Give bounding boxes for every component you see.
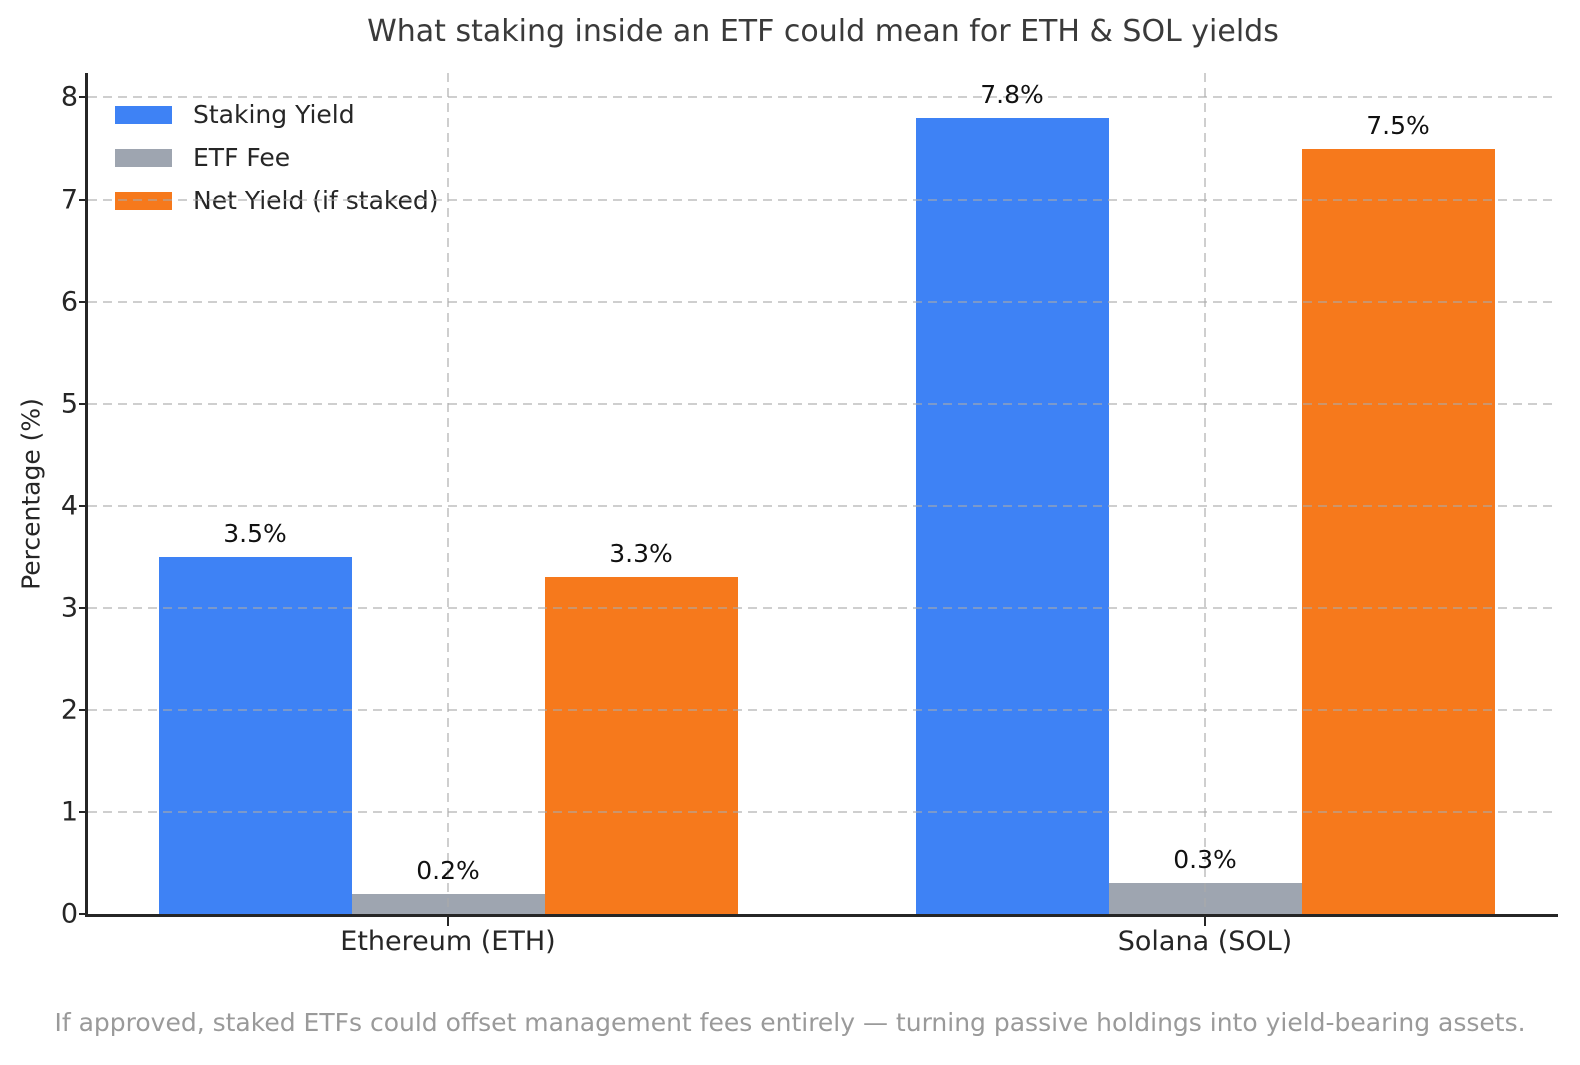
plot-area: Staking Yield ETF Fee Net Yield (if stak… xyxy=(88,73,1558,914)
gridline-x-ethereum-eth xyxy=(447,73,449,914)
gridline-y-8 xyxy=(88,96,1558,99)
gridline-y-7 xyxy=(88,198,1558,201)
gridline-x-solana-sol xyxy=(1204,73,1206,914)
x-axis-spine xyxy=(85,914,1558,917)
legend-item-staking-yield: Staking Yield xyxy=(115,100,438,129)
bar-solana-sol-net-yield-if-staked xyxy=(1301,148,1495,914)
x-tick-label-ethereum-eth: Ethereum (ETH) xyxy=(340,926,556,957)
y-tick-mark-1 xyxy=(79,810,88,813)
bar-label-ethereum-eth-etf-fee: 0.2% xyxy=(416,855,480,885)
bar-label-solana-sol-net-yield-if-staked: 7.5% xyxy=(1366,110,1430,140)
bar-ethereum-eth-staking-yield xyxy=(158,556,352,914)
gridline-y-3 xyxy=(88,606,1558,609)
gridline-y-5 xyxy=(88,402,1558,405)
bar-label-solana-sol-etf-fee: 0.3% xyxy=(1173,845,1237,875)
y-tick-label-4: 4 xyxy=(60,490,78,522)
y-tick-mark-2 xyxy=(79,708,88,711)
y-tick-mark-3 xyxy=(79,606,88,609)
y-tick-label-2: 2 xyxy=(60,694,78,726)
gridline-y-2 xyxy=(88,708,1558,711)
chart-title: What staking inside an ETF could mean fo… xyxy=(367,14,1279,49)
y-tick-mark-4 xyxy=(79,504,88,507)
y-tick-label-3: 3 xyxy=(60,592,78,624)
bar-label-ethereum-eth-staking-yield: 3.5% xyxy=(223,518,287,548)
gridline-y-1 xyxy=(88,810,1558,813)
y-tick-label-6: 6 xyxy=(60,286,78,318)
y-tick-label-0: 0 xyxy=(60,898,78,930)
gridline-y-6 xyxy=(88,300,1558,303)
y-axis-spine xyxy=(85,73,88,917)
x-tick-label-solana-sol: Solana (SOL) xyxy=(1117,926,1293,957)
x-tick-mark-solana-sol xyxy=(1204,917,1206,926)
legend-label-staking-yield: Staking Yield xyxy=(193,100,355,129)
legend-swatch-etf-fee xyxy=(115,148,172,167)
bar-solana-sol-staking-yield xyxy=(915,117,1109,914)
x-tick-mark-ethereum-eth xyxy=(447,917,449,926)
y-tick-mark-6 xyxy=(79,300,88,303)
chart-caption: If approved, staked ETFs could offset ma… xyxy=(54,1008,1526,1037)
legend-swatch-staking-yield xyxy=(115,105,172,124)
y-tick-label-8: 8 xyxy=(60,81,78,113)
y-tick-label-5: 5 xyxy=(60,388,78,420)
bar-ethereum-eth-net-yield-if-staked xyxy=(544,577,738,914)
y-tick-mark-7 xyxy=(79,198,88,201)
legend-label-etf-fee: ETF Fee xyxy=(193,143,291,172)
bar-label-solana-sol-staking-yield: 7.8% xyxy=(980,79,1044,109)
y-tick-label-7: 7 xyxy=(60,184,78,216)
bar-label-ethereum-eth-net-yield-if-staked: 3.3% xyxy=(609,539,673,569)
legend: Staking Yield ETF Fee Net Yield (if stak… xyxy=(115,100,438,230)
y-tick-mark-5 xyxy=(79,402,88,405)
y-tick-mark-0 xyxy=(79,913,88,915)
legend-item-etf-fee: ETF Fee xyxy=(115,143,438,172)
y-tick-label-1: 1 xyxy=(60,796,78,828)
gridline-y-4 xyxy=(88,504,1558,507)
y-tick-mark-8 xyxy=(79,96,88,99)
